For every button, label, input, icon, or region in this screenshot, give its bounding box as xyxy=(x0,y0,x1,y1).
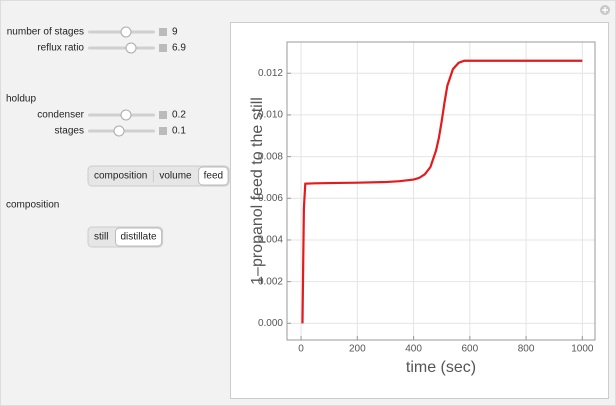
y-tick-label: 0.004 xyxy=(258,235,283,246)
y-axis-label: 1–propanol feed to the still xyxy=(249,97,266,285)
slider-label: number of stages xyxy=(7,27,84,38)
button-selected[interactable] xyxy=(114,227,163,247)
x-tick-label: 800 xyxy=(518,344,535,355)
slider-value: 0.2 xyxy=(172,110,186,121)
slider-label: stages xyxy=(55,126,84,137)
x-tick-label: 0 xyxy=(298,344,304,355)
x-tick-label: 400 xyxy=(405,344,422,355)
holdup-heading: holdup xyxy=(6,94,36,105)
button-label[interactable]: composition xyxy=(94,171,147,182)
y-tick-label: 0.006 xyxy=(258,193,283,204)
slider-track[interactable] xyxy=(88,46,155,50)
button-bar-bg xyxy=(87,165,230,187)
plot-frame xyxy=(286,41,596,341)
button-label[interactable]: volume xyxy=(159,171,192,182)
x-tick-label: 200 xyxy=(349,344,366,355)
plot-panel xyxy=(230,22,609,399)
button-label[interactable]: feed xyxy=(204,171,223,182)
button-label[interactable]: distillate xyxy=(120,232,157,243)
slider-knob[interactable] xyxy=(125,42,137,54)
slider-value: 0.1 xyxy=(172,126,186,137)
button-label[interactable]: still xyxy=(94,232,108,243)
slider-value: 6.9 xyxy=(172,43,186,54)
slider-knob[interactable] xyxy=(120,109,132,121)
slider-knob[interactable] xyxy=(120,26,132,38)
y-tick-label: 0.008 xyxy=(258,151,283,162)
slider-label: reflux ratio xyxy=(37,43,84,54)
slider-expand[interactable] xyxy=(159,127,167,135)
slider-expand[interactable] xyxy=(159,111,167,119)
composition-heading: composition xyxy=(6,200,59,211)
x-tick-label: 1000 xyxy=(571,344,594,355)
y-tick-label: 0.012 xyxy=(258,68,283,79)
slider-knob[interactable] xyxy=(113,125,125,137)
y-tick-label: 0.010 xyxy=(258,110,283,121)
x-axis-label: time (sec) xyxy=(406,359,476,376)
y-tick-label: 0.000 xyxy=(258,318,283,329)
slider-value: 9 xyxy=(172,27,178,38)
y-tick-label: 0.002 xyxy=(258,276,283,287)
slider-label: condenser xyxy=(37,110,84,121)
data-line xyxy=(301,59,583,324)
options-plus xyxy=(602,7,608,13)
button-selected[interactable] xyxy=(198,166,229,186)
x-tick-label: 600 xyxy=(461,344,478,355)
slider-expand[interactable] xyxy=(159,44,167,52)
slider-expand[interactable] xyxy=(159,28,167,36)
